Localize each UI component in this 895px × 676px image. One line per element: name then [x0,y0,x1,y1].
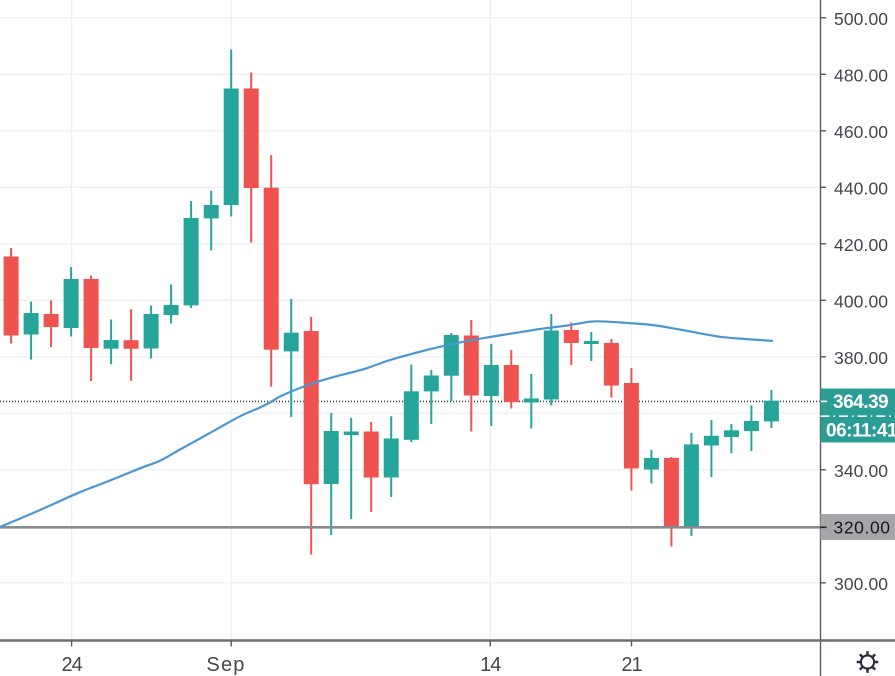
svg-text:300.00: 300.00 [834,574,888,594]
svg-text:21: 21 [621,654,642,676]
svg-text:460.00: 460.00 [834,122,888,142]
svg-text:06:11:41: 06:11:41 [826,420,895,441]
svg-text:24: 24 [61,654,82,676]
svg-text:340.00: 340.00 [834,461,888,481]
svg-text:480.00: 480.00 [834,65,888,85]
svg-text:Sep: Sep [206,654,245,676]
svg-text:364.39: 364.39 [833,392,888,413]
svg-text:500.00: 500.00 [834,9,888,29]
svg-text:320.00: 320.00 [834,518,891,538]
svg-text:420.00: 420.00 [834,235,888,255]
svg-text:380.00: 380.00 [834,348,888,368]
svg-text:400.00: 400.00 [834,291,888,311]
svg-text:440.00: 440.00 [834,178,888,198]
svg-text:14: 14 [480,654,501,676]
